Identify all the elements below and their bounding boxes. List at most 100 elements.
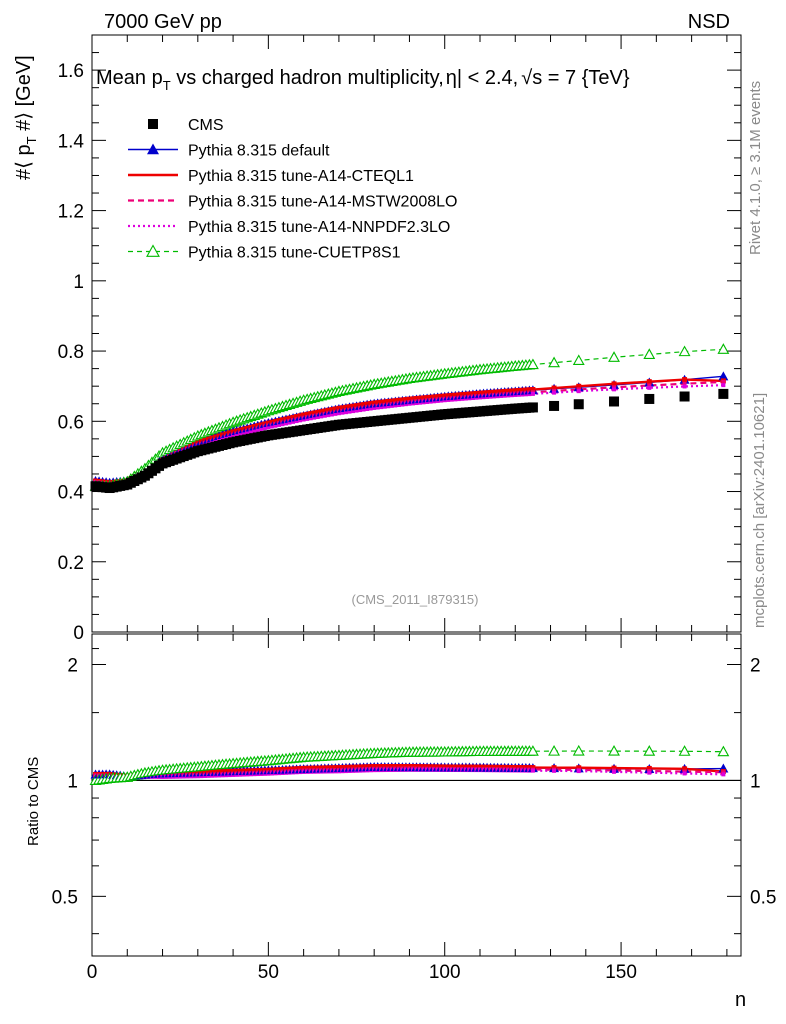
ratio-marker-cteql1 [241, 768, 247, 774]
marker-cteql1 [516, 387, 522, 393]
marker-cteql1 [283, 416, 289, 422]
marker-cteql1 [234, 428, 240, 434]
marker-cteql1 [237, 427, 243, 433]
ratio-marker-cteql1 [251, 768, 257, 774]
ratio-marker-cteql1 [198, 769, 204, 775]
ratio-marker-cuetp8s1 [548, 744, 560, 756]
marker-cteql1 [339, 405, 345, 411]
marker-cteql1 [403, 397, 409, 403]
marker-nnpdf [354, 408, 359, 413]
ratio-marker-nnpdf [647, 770, 652, 775]
marker-nnpdf [326, 413, 331, 418]
marker-cteql1 [452, 392, 458, 398]
ratio-marker-cteql1 [392, 763, 398, 769]
marker-cteql1 [442, 393, 448, 399]
marker-cteql1 [484, 390, 490, 396]
ratio-marker-cteql1 [424, 764, 430, 770]
ratio-marker-cuetp8s1 [608, 744, 620, 756]
y-tick-label: 1 [73, 272, 84, 293]
series-line-default [95, 375, 724, 484]
y-tick-label: 0.8 [58, 342, 84, 363]
marker-nnpdf [382, 404, 387, 409]
data-point-cms [718, 388, 729, 399]
marker-cteql1 [364, 401, 370, 407]
marker-cteql1 [308, 411, 314, 417]
marker-cteql1 [459, 392, 465, 398]
y-tick-label: 0 [73, 623, 84, 644]
marker-cteql1 [495, 389, 501, 395]
ratio-marker-cteql1 [339, 764, 345, 770]
ratio-marker-cteql1 [188, 770, 194, 776]
ratio-marker-nnpdf [576, 769, 581, 774]
marker-nnpdf [283, 421, 288, 426]
ratio-marker-cteql1 [318, 765, 324, 771]
marker-cteql1 [241, 426, 247, 432]
x-tick-label: 150 [605, 962, 637, 983]
marker-cteql1 [255, 423, 261, 429]
marker-nnpdf [227, 435, 232, 440]
rivet-version-label: Rivet 4.1.0, ≥ 3.1M events [747, 81, 764, 255]
marker-cteql1 [205, 436, 211, 442]
marker-cteql1 [463, 391, 469, 397]
ratio-marker-cteql1 [357, 764, 363, 770]
ratio-marker-cteql1 [230, 768, 236, 774]
ratio-marker-cteql1 [332, 765, 338, 771]
marker-cteql1 [498, 389, 504, 395]
marker-cteql1 [202, 437, 208, 443]
marker-cteql1 [523, 387, 529, 393]
marker-cteql1 [417, 395, 423, 401]
marker-cteql1 [195, 439, 201, 445]
ratio-marker-cteql1 [237, 768, 243, 774]
marker-cteql1 [368, 401, 374, 407]
legend-label: Pythia 8.315 tune-CUETP8S1 [188, 245, 401, 262]
marker-nnpdf [340, 410, 345, 415]
marker-nnpdf [262, 426, 267, 431]
marker-cuetp8s1 [608, 351, 620, 362]
marker-cuetp8s1 [717, 343, 730, 354]
marker-cteql1 [262, 421, 268, 427]
marker-nnpdf [294, 419, 299, 424]
marker-cteql1 [466, 391, 472, 397]
marker-cteql1 [322, 408, 328, 414]
ratio-marker-cteql1 [421, 764, 427, 770]
ratio-marker-cteql1 [297, 766, 303, 772]
ratio-marker-cteql1 [410, 764, 416, 770]
y-tick-label: 1.4 [58, 131, 85, 152]
ratio-y-tick-label-right: 1 [750, 771, 761, 792]
ratio-marker-cteql1 [361, 764, 367, 770]
ratio-marker-cteql1 [364, 764, 370, 770]
marker-nnpdf [333, 411, 338, 416]
analysis-watermark: (CMS_2011_I879315) [352, 592, 479, 607]
marker-nnpdf [351, 409, 356, 414]
marker-cteql1 [421, 395, 427, 401]
ratio-marker-cteql1 [378, 764, 384, 770]
ratio-marker-cteql1 [350, 764, 356, 770]
marker-cteql1 [244, 425, 250, 431]
marker-nnpdf [379, 405, 384, 410]
marker-nnpdf [259, 427, 264, 432]
ratio-marker-cteql1 [212, 769, 218, 775]
ratio-marker-cuetp8s1 [526, 745, 539, 756]
ratio-marker-cteql1 [354, 764, 360, 770]
ratio-marker-cteql1 [216, 769, 222, 775]
marker-nnpdf [276, 422, 281, 427]
ratio-marker-nnpdf [721, 772, 726, 777]
marker-nnpdf [298, 418, 303, 423]
ratio-marker-cteql1 [311, 765, 317, 771]
marker-cteql1 [396, 397, 402, 403]
marker-nnpdf [368, 406, 373, 411]
marker-cteql1 [332, 406, 338, 412]
ratio-marker-cteql1 [336, 765, 342, 771]
ratio-marker-cteql1 [431, 764, 437, 770]
marker-nnpdf [319, 414, 324, 419]
ratio-marker-cteql1 [301, 765, 307, 771]
marker-cteql1 [279, 417, 285, 423]
ratio-marker-cteql1 [406, 763, 412, 769]
x-tick-label: 50 [258, 962, 279, 983]
marker-nnpdf [576, 389, 581, 394]
ratio-marker-cteql1 [682, 766, 688, 772]
ratio-marker-cuetp8s1 [717, 745, 730, 757]
marker-nnpdf [530, 391, 535, 396]
marker-cteql1 [223, 431, 229, 437]
ratio-marker-cteql1 [368, 764, 374, 770]
